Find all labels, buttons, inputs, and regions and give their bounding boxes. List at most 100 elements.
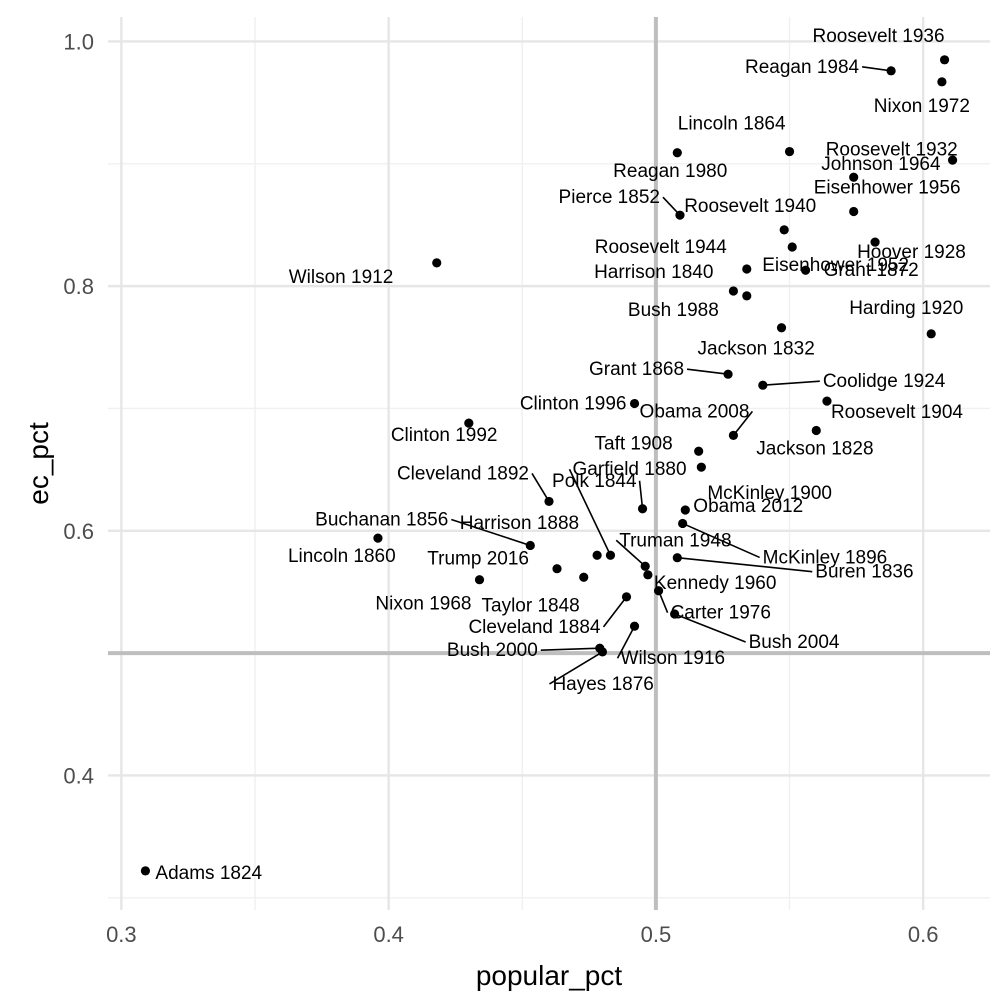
data-label: Wilson 1912	[289, 267, 394, 288]
label-leader-line	[677, 556, 813, 573]
data-label: Coolidge 1924	[823, 371, 946, 392]
data-label: Grant 1868	[589, 359, 684, 380]
y-tick-label: 0.8	[63, 274, 94, 299]
data-label: Roosevelt 1932	[826, 139, 958, 160]
y-axis-title: ec_pct	[23, 422, 54, 505]
data-point	[937, 77, 947, 87]
x-tick-label: 0.5	[641, 922, 672, 947]
data-label: Grant 1872	[824, 260, 919, 281]
data-point	[621, 592, 632, 602]
data-point	[696, 462, 706, 472]
data-label: Kennedy 1960	[654, 573, 777, 594]
data-label: Buren 1836	[815, 562, 913, 583]
data-label: Bush 2004	[749, 632, 840, 653]
label-leader-line	[638, 480, 644, 509]
data-label: Lincoln 1860	[288, 546, 396, 567]
data-label: Johnson 1964	[821, 154, 941, 175]
data-label: Wilson 1916	[621, 648, 726, 669]
data-point	[592, 550, 602, 560]
tick-labels: 0.3 0.4 0.5 0.6 0.4 0.6 0.8 1.0	[63, 29, 938, 947]
data-label: Carter 1976	[671, 603, 771, 624]
data-label: Adams 1824	[155, 863, 262, 884]
data-label: Reagan 1984	[745, 57, 860, 78]
x-axis-title: popular_pct	[476, 960, 623, 991]
label-leader-line	[451, 518, 531, 547]
data-label: Bush 2000	[447, 640, 538, 661]
data-point	[640, 561, 650, 571]
y-tick-label: 1.0	[63, 29, 94, 54]
data-point	[926, 329, 936, 339]
data-point	[728, 430, 739, 440]
data-point	[811, 425, 821, 436]
x-tick-label: 0.3	[106, 922, 137, 947]
label-leader-line	[732, 410, 754, 436]
data-label: Reagan 1980	[613, 161, 727, 182]
data-point	[432, 258, 442, 268]
data-point	[552, 564, 562, 574]
data-point	[939, 55, 950, 65]
label-leader-line	[861, 66, 892, 72]
data-label: Polk 1844	[552, 471, 637, 492]
data-point	[474, 575, 485, 585]
data-point	[670, 609, 680, 619]
data-label: Lincoln 1864	[678, 114, 786, 135]
data-label: Roosevelt 1904	[831, 402, 963, 423]
data-point	[678, 518, 688, 529]
y-tick-label: 0.4	[63, 763, 94, 788]
data-point	[525, 540, 535, 551]
label-leader-line	[674, 613, 746, 643]
data-point	[680, 505, 690, 515]
data-label: Clinton 1992	[391, 425, 498, 446]
label-leader-line	[568, 468, 612, 556]
data-label: Trump 2016	[427, 549, 529, 570]
data-label: Truman 1948	[619, 530, 731, 551]
data-point	[849, 172, 859, 182]
label-leader-line	[762, 380, 820, 387]
data-label: Clinton 1996	[520, 394, 627, 415]
data-point	[629, 621, 640, 631]
data-label: Hayes 1876	[552, 674, 653, 695]
data-point	[776, 323, 787, 333]
data-point	[675, 210, 685, 220]
data-point	[784, 146, 795, 157]
data-label: Harding 1920	[849, 298, 963, 319]
y-tick-label: 0.6	[63, 519, 94, 544]
data-point	[742, 264, 752, 274]
label-leader-line	[540, 647, 600, 652]
x-tick-label: 0.6	[908, 922, 939, 947]
data-point	[694, 446, 704, 456]
data-point	[597, 647, 608, 657]
data-point	[779, 225, 789, 235]
data-label: Taylor 1848	[482, 595, 580, 616]
data-label: Pierce 1852	[559, 187, 660, 208]
data-label: Nixon 1968	[375, 594, 471, 615]
data-point	[742, 291, 752, 301]
data-point	[758, 380, 768, 390]
data-label: Buchanan 1856	[315, 509, 448, 530]
data-point	[373, 533, 383, 543]
data-point	[629, 398, 640, 409]
data-point	[464, 418, 474, 428]
data-point	[822, 396, 832, 406]
data-point	[723, 369, 733, 379]
data-point	[605, 550, 616, 560]
data-point	[637, 504, 648, 514]
label-leader-line	[615, 539, 646, 567]
data-label: Jackson 1828	[756, 438, 873, 459]
data-labels: Roosevelt 1936 Reagan 1984 Nixon 1972 Linco…	[155, 26, 969, 884]
data-label: Eisenhower 1956	[814, 178, 961, 199]
data-label: Roosevelt 1936	[813, 26, 945, 47]
data-point	[947, 155, 958, 165]
data-label: Cleveland 1892	[397, 463, 529, 484]
data-label: Bush 1988	[628, 300, 719, 321]
data-label: Roosevelt 1940	[684, 196, 816, 217]
label-leader-line	[616, 625, 636, 659]
data-point	[800, 265, 811, 275]
data-point	[728, 286, 739, 296]
data-label: Nixon 1972	[874, 96, 970, 117]
data-point	[653, 586, 664, 596]
data-point	[140, 866, 151, 876]
data-label: Jackson 1832	[698, 339, 815, 360]
label-leader-line	[549, 651, 603, 685]
data-label: McKinley 1896	[763, 547, 888, 568]
